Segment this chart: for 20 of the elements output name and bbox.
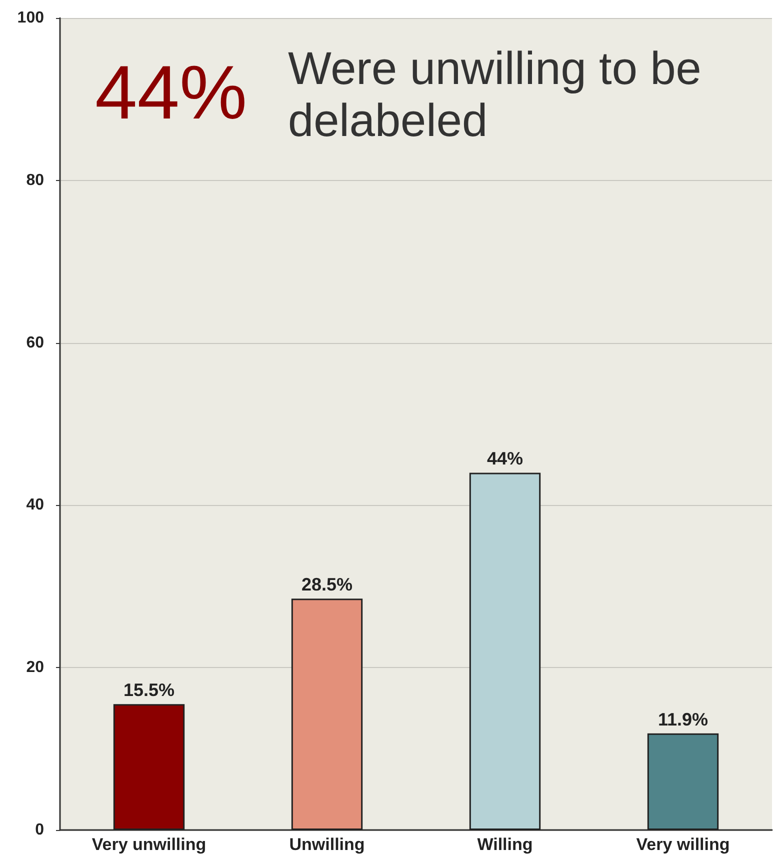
x-tick-label: Unwilling [289,835,365,854]
bar [113,704,185,830]
annotation: Were unwilling to be delabeled [288,42,714,146]
y-tick-label: 80 [26,172,44,189]
y-tick-label: 20 [26,659,44,676]
data-label: 11.9% [658,709,708,730]
data-label: 28.5% [301,574,353,595]
x-tick-label: Willing [477,835,533,854]
data-label: 44% [486,448,524,469]
y-tick-label: 0 [35,822,44,838]
bar [291,598,363,830]
y-tick-label: 100 [17,10,44,26]
x-tick-label: Very unwilling [92,835,206,854]
x-tick-label: Very willing [636,835,730,854]
bar [647,733,719,830]
annotation: 44% [95,50,248,136]
y-tick-label: 60 [26,334,44,352]
bar [469,472,541,830]
data-label: 15.5% [123,680,175,700]
y-tick-label: 40 [26,496,44,514]
